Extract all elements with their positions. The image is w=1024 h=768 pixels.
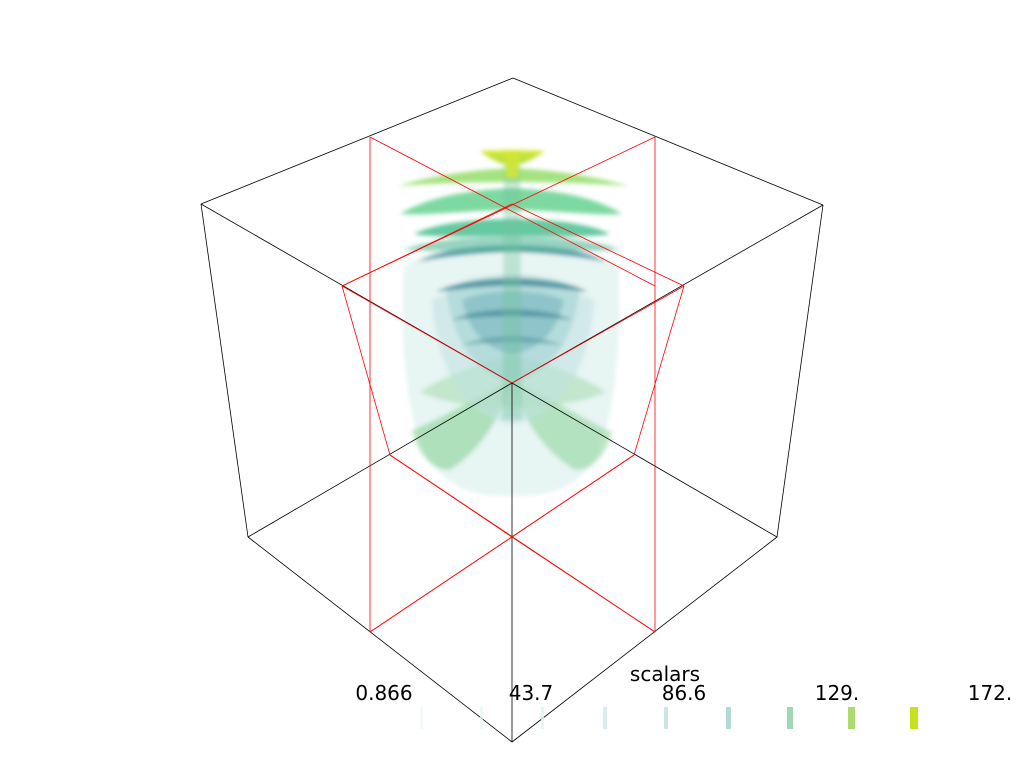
scalar-bar-label-2: 43.7 <box>508 681 554 705</box>
scalar-bar-label-4: 129. <box>814 681 860 705</box>
scalar-bar-swatch <box>541 707 544 729</box>
scalar-bar-swatch <box>726 707 731 729</box>
volume-spine <box>502 160 522 420</box>
scalar-bar-label-3: 86.6 <box>661 681 707 705</box>
scalar-bar-label-max: 172. <box>967 681 1013 705</box>
scalar-bar-swatch <box>480 707 483 729</box>
volume-render <box>398 150 628 496</box>
scalar-bar-swatch <box>910 707 918 729</box>
scalar-bar-swatch <box>848 707 855 729</box>
scalar-bar <box>420 707 918 729</box>
scalar-bar-swatch <box>603 707 607 729</box>
scalar-bar-swatch <box>787 707 793 729</box>
volume-cap-core <box>504 150 521 178</box>
slice-outlines <box>341 136 685 633</box>
scalar-bar-swatch <box>664 707 668 729</box>
scalar-bar-label-min: 0.866 <box>355 681 413 705</box>
scalar-bar-title: scalars <box>629 662 701 686</box>
outline-box <box>200 77 824 743</box>
scalar-bar-swatch <box>420 707 423 729</box>
